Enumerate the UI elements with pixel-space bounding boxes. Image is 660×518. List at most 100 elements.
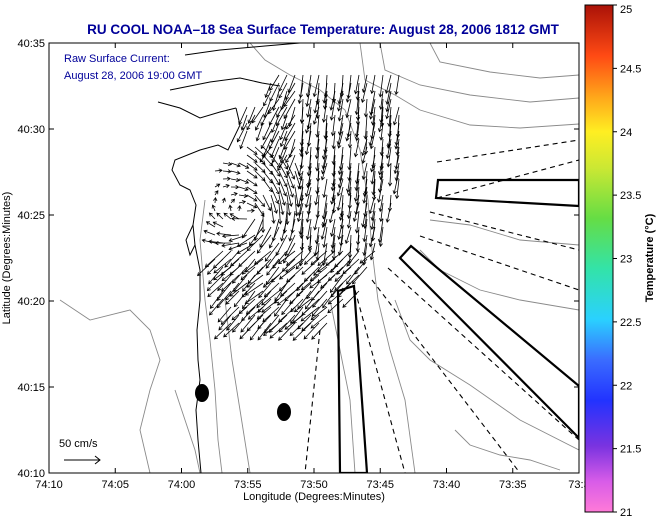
current-vector	[228, 234, 248, 243]
current-vector	[256, 290, 272, 309]
current-vector	[249, 226, 264, 246]
current-vector	[321, 210, 328, 229]
radial-line	[429, 211, 579, 251]
current-vector	[249, 322, 264, 341]
current-vector	[286, 162, 296, 180]
current-vector	[286, 186, 293, 207]
current-vector	[304, 130, 312, 156]
current-vector	[286, 194, 292, 217]
x-tick-label: 73:40	[433, 479, 461, 491]
current-vector	[337, 234, 344, 256]
current-vector	[305, 218, 312, 241]
current-vector	[362, 218, 368, 243]
current-vector	[222, 161, 233, 167]
current-vector	[271, 146, 280, 164]
current-vector	[292, 322, 312, 341]
current-vector	[313, 210, 320, 231]
current-vector	[305, 82, 312, 108]
current-vector	[300, 306, 320, 322]
current-vector	[217, 274, 232, 292]
current-vector	[228, 204, 233, 212]
current-vector	[244, 258, 264, 273]
current-vector	[208, 298, 224, 316]
current-vector	[278, 154, 288, 170]
current-vector	[270, 162, 281, 177]
x-tick-label: 73:45	[366, 479, 394, 491]
current-vector	[233, 290, 248, 308]
current-vector	[246, 154, 258, 163]
current-vector	[246, 186, 258, 194]
current-vector	[254, 202, 265, 218]
current-vector	[385, 202, 392, 223]
current-vector	[304, 186, 312, 209]
current-vector	[354, 210, 360, 234]
current-vector	[230, 192, 238, 197]
current-vector	[297, 82, 304, 105]
current-vector	[392, 106, 400, 126]
current-vector	[246, 234, 264, 252]
current-vector	[295, 250, 312, 270]
current-vector	[384, 74, 392, 94]
current-vector	[278, 178, 287, 197]
current-vector	[270, 170, 280, 186]
current-vector	[211, 204, 216, 212]
current-vector	[278, 194, 285, 216]
current-vector	[296, 282, 312, 297]
current-vector	[323, 122, 329, 140]
current-vector	[265, 250, 280, 269]
current-vector	[246, 114, 256, 131]
current-vector	[254, 194, 266, 207]
current-vector	[223, 212, 232, 220]
current-vector	[260, 210, 266, 234]
current-vector	[279, 130, 288, 148]
current-vector	[385, 138, 392, 159]
current-vector	[226, 314, 240, 331]
current-vector	[229, 213, 240, 220]
current-vector	[346, 266, 360, 285]
current-vector	[329, 274, 344, 294]
current-vector	[239, 322, 256, 340]
current-vector	[296, 202, 304, 223]
colorbar-label: Temperature (°C)	[644, 213, 656, 302]
current-vector	[269, 74, 280, 91]
current-vector	[206, 274, 224, 292]
current-vector	[197, 258, 216, 277]
current-vector	[331, 130, 336, 150]
current-vector	[327, 290, 344, 305]
current-vectors	[197, 74, 401, 341]
current-vector	[321, 242, 328, 266]
current-vector	[303, 322, 320, 340]
colorbar-tick-label: 22	[620, 380, 632, 392]
current-vector	[313, 90, 320, 114]
current-vector	[344, 226, 352, 245]
current-vector	[222, 169, 232, 174]
colorbar-tick-label: 24.5	[620, 63, 641, 75]
colorbar-tick-label: 25	[620, 4, 632, 16]
current-vector	[216, 231, 232, 236]
current-vector	[337, 154, 344, 175]
current-vector	[221, 197, 226, 204]
current-vector	[214, 168, 223, 173]
current-vector	[254, 162, 266, 173]
current-vector	[221, 233, 240, 239]
current-vector	[240, 114, 248, 131]
current-vector	[213, 266, 232, 281]
current-vector	[246, 170, 258, 179]
current-vector	[260, 106, 272, 126]
x-tick-label: 74:10	[35, 479, 63, 491]
current-vector	[278, 322, 296, 341]
current-vector	[230, 170, 241, 175]
current-vector	[242, 290, 256, 310]
current-vector	[230, 177, 241, 183]
current-vector	[264, 82, 272, 99]
current-vector	[221, 266, 240, 282]
current-vector	[285, 146, 296, 164]
current-vector	[385, 98, 392, 120]
chart-title: RU COOL NOAA–18 Sea Surface Temperature:…	[87, 22, 559, 37]
current-vector	[351, 266, 368, 285]
y-tick-label: 40:35	[17, 38, 45, 50]
current-vector	[369, 90, 376, 116]
buoy-marker	[195, 384, 209, 402]
current-vector	[329, 98, 336, 121]
current-vector	[310, 314, 328, 329]
